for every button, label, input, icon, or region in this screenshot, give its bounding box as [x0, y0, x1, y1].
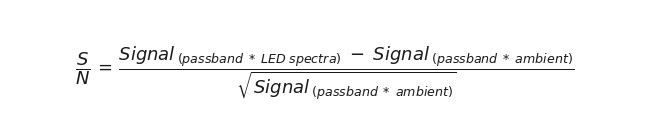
Text: $\dfrac{\mathit{S}}{\mathit{N}}\,=\,\dfrac{\boldsymbol{\mathit{Signal}}\,\mathit: $\dfrac{\mathit{S}}{\mathit{N}}\,=\,\dfr…	[75, 44, 575, 102]
